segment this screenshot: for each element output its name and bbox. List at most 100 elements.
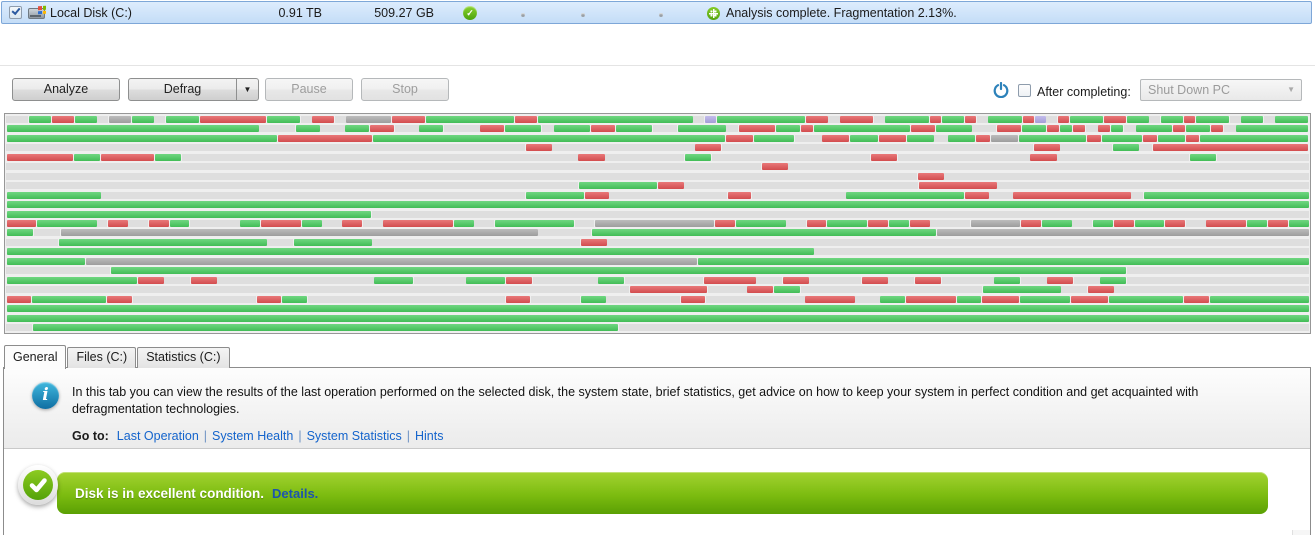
optimized-block bbox=[850, 134, 878, 142]
system-block bbox=[346, 116, 391, 123]
fragmented-block bbox=[277, 134, 373, 142]
pause-button[interactable]: Pause bbox=[265, 78, 353, 101]
optimized-block bbox=[74, 116, 97, 123]
free-space bbox=[897, 153, 1030, 161]
free-space bbox=[1131, 191, 1144, 199]
optimized-block bbox=[37, 219, 97, 227]
system-block bbox=[937, 229, 1309, 237]
free-space bbox=[684, 182, 918, 190]
fragmented-block bbox=[868, 219, 889, 227]
drive-free-space: 509.27 GB bbox=[374, 6, 434, 20]
free-space bbox=[605, 153, 685, 161]
optimized-block bbox=[525, 191, 585, 199]
fragmented-block bbox=[6, 295, 32, 303]
fragmented-block bbox=[200, 116, 267, 123]
optimized-block bbox=[110, 267, 1127, 275]
system-block bbox=[60, 229, 538, 237]
stop-button[interactable]: Stop bbox=[361, 78, 449, 101]
fragmented-block bbox=[840, 116, 874, 123]
optimized-block bbox=[1160, 116, 1183, 123]
optimized-block bbox=[578, 182, 657, 190]
fragmented-block bbox=[260, 219, 301, 227]
disk-map-row bbox=[6, 305, 1309, 313]
optimized-block bbox=[32, 295, 107, 303]
free-space bbox=[1114, 286, 1309, 294]
column-dot bbox=[521, 13, 525, 17]
free-space bbox=[552, 144, 695, 152]
optimized-block bbox=[1092, 219, 1113, 227]
optimized-block bbox=[994, 276, 1021, 284]
optimized-block bbox=[906, 134, 934, 142]
tab-files-c[interactable]: Files (C:) bbox=[67, 347, 137, 368]
free-space bbox=[322, 219, 342, 227]
fragmented-block bbox=[703, 276, 756, 284]
fragmented-block bbox=[761, 163, 788, 171]
drive-list-row[interactable]: Local Disk (C:) 0.91 TB 509.27 GB ✓ Anal… bbox=[1, 1, 1312, 24]
fragmented-block bbox=[1022, 116, 1034, 123]
optimized-block bbox=[453, 219, 474, 227]
free-space bbox=[726, 125, 739, 133]
goto-link-system-health[interactable]: System Health bbox=[212, 429, 294, 443]
fragmented-block bbox=[1113, 219, 1134, 227]
details-link[interactable]: Details. bbox=[272, 485, 319, 501]
optimized-block bbox=[935, 125, 972, 133]
fragmented-block bbox=[1057, 116, 1069, 123]
free-space bbox=[33, 229, 61, 237]
goto-link-last-operation[interactable]: Last Operation bbox=[116, 429, 199, 443]
disk-map-row bbox=[6, 267, 1309, 275]
free-space bbox=[6, 323, 33, 331]
free-space bbox=[1123, 125, 1136, 133]
defrag-dropdown-arrow-icon[interactable]: ▼ bbox=[236, 79, 258, 100]
analyze-button[interactable]: Analyze bbox=[12, 78, 120, 101]
green-checkmark-badge bbox=[18, 465, 58, 505]
free-space bbox=[1046, 116, 1058, 123]
goto-link-system-statistics[interactable]: System Statistics bbox=[306, 429, 402, 443]
fragmented-block bbox=[6, 219, 37, 227]
disk-map-row bbox=[6, 153, 1309, 161]
free-space bbox=[930, 219, 971, 227]
tab-general[interactable]: General bbox=[4, 345, 67, 369]
optimized-block bbox=[131, 116, 154, 123]
disk-map-row bbox=[6, 163, 1309, 171]
system-block bbox=[594, 219, 715, 227]
free-space bbox=[334, 116, 346, 123]
fragmented-block bbox=[805, 116, 828, 123]
fragmented-block bbox=[100, 153, 154, 161]
optimized-block bbox=[889, 219, 909, 227]
free-space bbox=[1216, 153, 1309, 161]
disk-map-row bbox=[6, 210, 1309, 218]
system-block bbox=[85, 257, 697, 265]
defrag-split-button[interactable]: Defrag ▼ bbox=[128, 78, 259, 101]
optimized-block bbox=[1022, 125, 1047, 133]
fragmented-block bbox=[1033, 144, 1060, 152]
after-completing-checkbox[interactable] bbox=[1018, 84, 1031, 97]
free-space bbox=[705, 295, 805, 303]
drive-checkbox[interactable] bbox=[9, 6, 22, 19]
optimized-block bbox=[736, 219, 786, 227]
fragmented-block bbox=[480, 125, 505, 133]
goto-link-hints[interactable]: Hints bbox=[415, 429, 444, 443]
vertical-scrollbar[interactable]: ▲ bbox=[1292, 530, 1310, 535]
free-space bbox=[809, 276, 862, 284]
disk-map-row bbox=[6, 191, 1309, 199]
optimized-block bbox=[982, 286, 1061, 294]
tab-statistics-c[interactable]: Statistics (C:) bbox=[137, 347, 230, 368]
free-space bbox=[1139, 144, 1153, 152]
free-space bbox=[828, 116, 840, 123]
fragmented-block bbox=[822, 134, 850, 142]
free-space bbox=[97, 219, 108, 227]
after-completing-select[interactable]: Shut Down PC ▼ bbox=[1140, 79, 1302, 101]
free-space bbox=[800, 286, 983, 294]
optimized-block bbox=[6, 134, 277, 142]
optimized-block bbox=[1060, 125, 1073, 133]
optimized-block bbox=[598, 276, 625, 284]
fragmented-block bbox=[782, 276, 809, 284]
optimized-block bbox=[538, 116, 693, 123]
optimized-block bbox=[6, 276, 137, 284]
fragmented-block bbox=[585, 191, 609, 199]
defrag-button[interactable]: Defrag bbox=[163, 82, 202, 96]
free-space bbox=[6, 267, 111, 275]
fragmented-block bbox=[1073, 125, 1086, 133]
optimized-block bbox=[697, 257, 1309, 265]
free-space bbox=[6, 144, 526, 152]
